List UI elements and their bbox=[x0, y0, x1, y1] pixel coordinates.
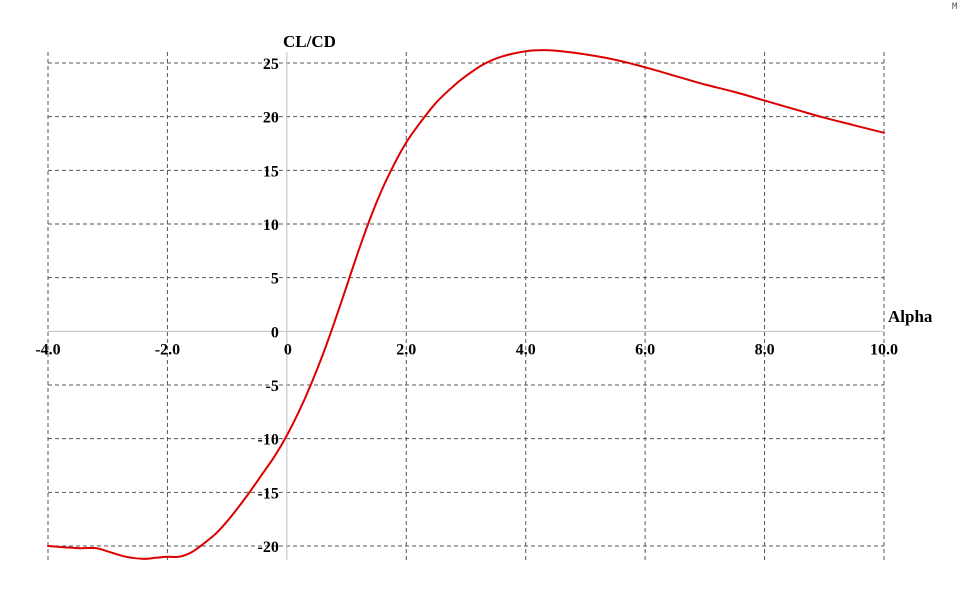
x-tick-label: 10.0 bbox=[870, 341, 898, 358]
x-tick-label: -4.0 bbox=[35, 341, 60, 358]
corner-mark: M bbox=[952, 2, 958, 12]
x-axis-title: Alpha bbox=[888, 307, 933, 326]
x-tick-label: 2.0 bbox=[396, 341, 416, 358]
x-tick-label: 0 bbox=[284, 341, 292, 358]
grid-layer bbox=[47, 52, 885, 560]
axis-layer bbox=[48, 52, 884, 560]
y-tick-label: 20 bbox=[263, 110, 279, 127]
x-tick-label: 8.0 bbox=[755, 341, 775, 358]
series-line bbox=[47, 49, 885, 560]
y-tick-label: 15 bbox=[263, 163, 279, 180]
series-layer bbox=[47, 49, 885, 560]
y-tick-label: -10 bbox=[258, 432, 279, 449]
y-tick-label: 10 bbox=[263, 217, 279, 234]
x-tick-label: 6.0 bbox=[635, 341, 655, 358]
x-tick-label: -2.0 bbox=[155, 341, 180, 358]
x-tick-label: 4.0 bbox=[516, 341, 536, 358]
y-tick-label: 25 bbox=[263, 56, 279, 73]
label-layer: 25 20 15 10 5 0 -5 -10 -15 -20 -4.0 -2.0 0 2.0 4.0 6.0 8… bbox=[35, 56, 898, 556]
y-tick-label: -15 bbox=[258, 485, 279, 502]
y-axis-title: CL/CD bbox=[283, 32, 336, 51]
y-tick-label: -5 bbox=[266, 378, 279, 395]
y-tick-label: 0 bbox=[271, 324, 279, 341]
y-tick-label: -20 bbox=[258, 539, 279, 556]
y-tick-label: 5 bbox=[271, 271, 279, 288]
